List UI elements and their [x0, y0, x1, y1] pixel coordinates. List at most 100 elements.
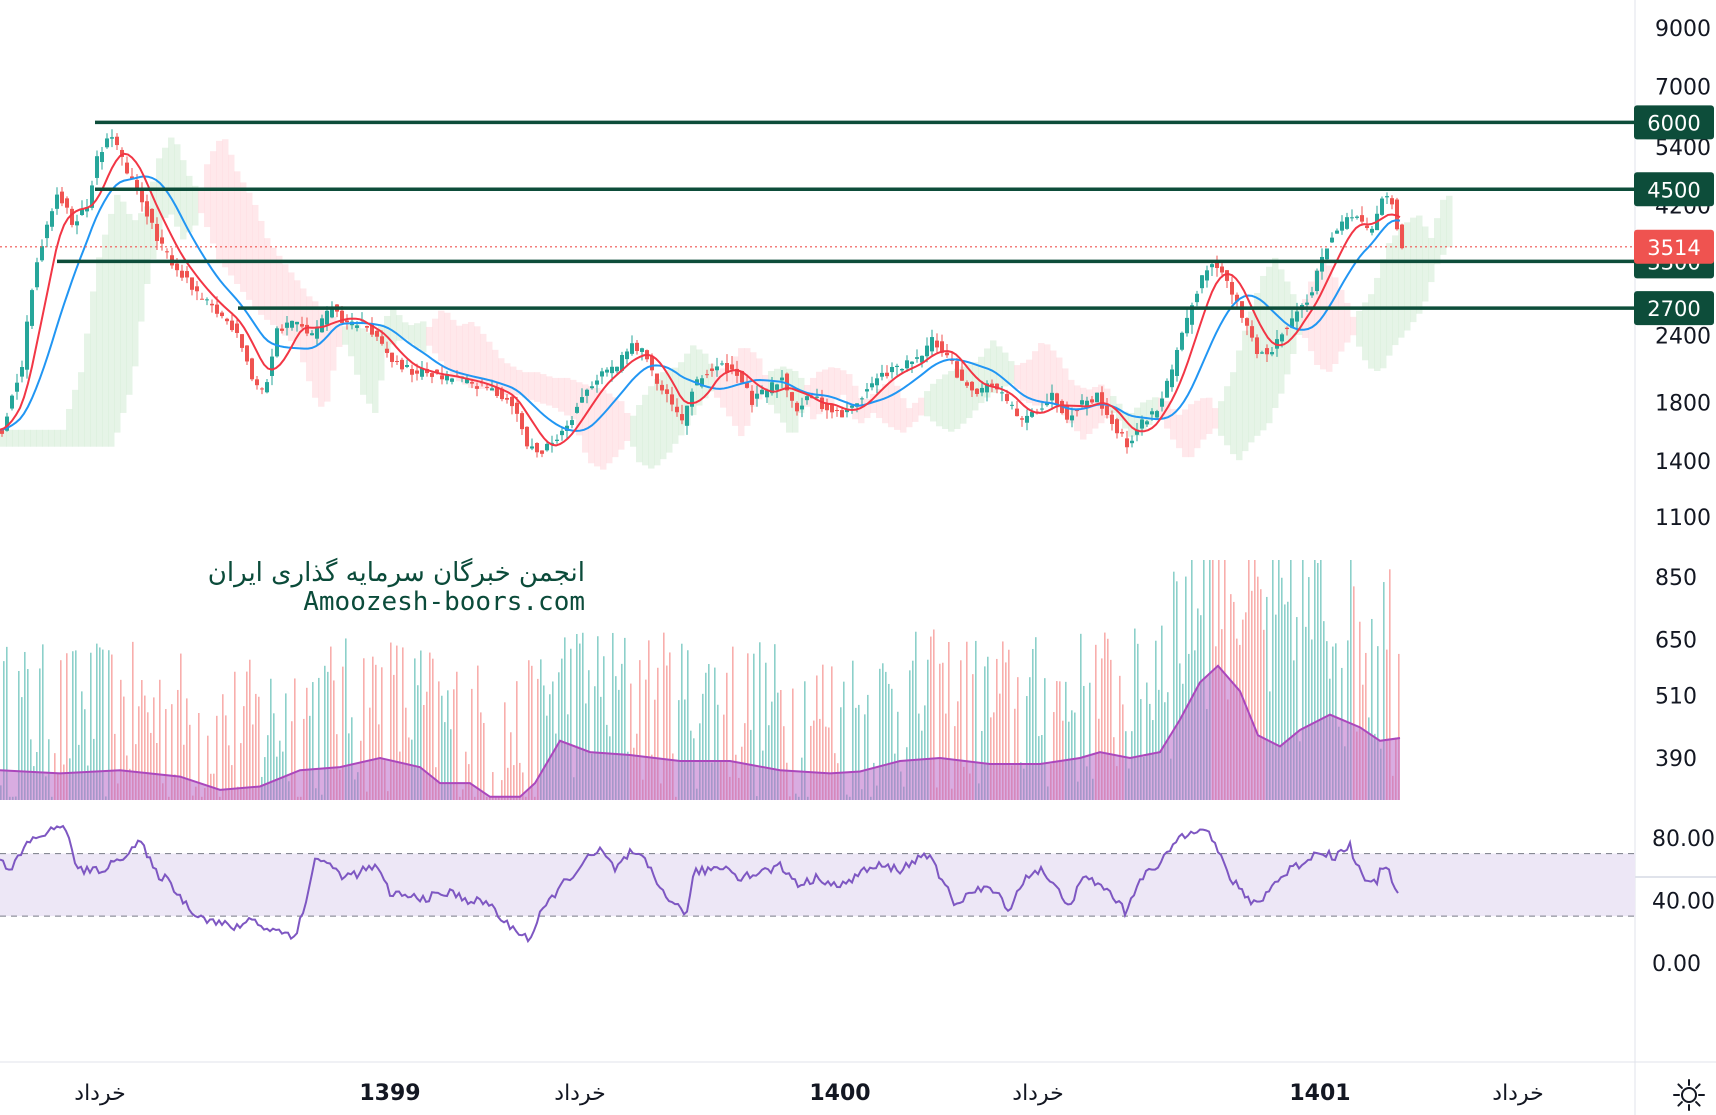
time-axis[interactable]: خرداد 1399 خرداد 1400 خرداد 1401 خرداد	[74, 1081, 1543, 1106]
volume-bar	[522, 772, 524, 800]
candle-body	[375, 330, 379, 337]
cloud-segment	[198, 190, 205, 214]
candle-body	[1155, 411, 1159, 418]
volume-bar	[558, 672, 560, 800]
cloud-segment	[1194, 400, 1201, 449]
volume-bar	[108, 650, 110, 800]
volume-bar	[231, 765, 233, 800]
candle-body	[785, 373, 789, 391]
candle-body	[530, 446, 534, 449]
cloud-segment	[60, 429, 67, 447]
volume-bar	[1014, 708, 1016, 800]
cloud-segment	[24, 429, 31, 447]
candle-body	[715, 366, 719, 371]
cloud-segment	[612, 397, 619, 458]
cloud-segment	[1002, 352, 1009, 387]
candle-body	[1080, 400, 1084, 405]
cloud-segment	[600, 389, 607, 470]
candle-body	[835, 410, 839, 412]
watermark-site: Amoozesh-boors.com	[303, 587, 585, 617]
candle-body	[355, 325, 359, 328]
candle-body	[1295, 311, 1299, 322]
candle-body	[405, 365, 409, 367]
candle-body	[470, 382, 474, 384]
rsi-axis[interactable]: 80.00 40.00 0.00	[1652, 827, 1715, 977]
volume-bar	[726, 672, 728, 800]
volume-bar	[714, 667, 716, 800]
cloud-segment	[1374, 277, 1381, 372]
volume-bar	[897, 711, 899, 800]
cloud-segment	[894, 385, 901, 430]
volume-bar	[579, 643, 581, 800]
settings-gear-icon[interactable]	[1672, 1078, 1706, 1112]
volume-bar	[72, 651, 74, 800]
cloud-segment	[1050, 350, 1057, 401]
volume-bar	[60, 660, 62, 800]
candle-body	[1015, 408, 1019, 417]
price-axis[interactable]: 9000700054004200240018001400110085065051…	[1655, 17, 1711, 772]
cloud-segment	[234, 171, 241, 285]
volume-bar	[441, 695, 443, 800]
volume-bar	[891, 688, 893, 800]
cloud-segment	[660, 372, 667, 460]
candle-body	[155, 223, 159, 242]
cloud-segment	[420, 321, 427, 353]
volume-bar	[453, 689, 455, 800]
cloud-segment	[1236, 350, 1243, 461]
volume-bar	[843, 681, 845, 800]
candle-body	[135, 179, 139, 189]
candle-body	[95, 156, 99, 178]
volume-bar	[615, 676, 617, 800]
cloud-segment	[1026, 359, 1033, 404]
cloud-segment	[630, 415, 637, 447]
cloud-segment	[1164, 401, 1171, 429]
cloud-segment	[960, 366, 967, 424]
cloud-segment	[972, 362, 979, 411]
candle-body	[745, 382, 749, 388]
candle-body	[630, 343, 634, 354]
candle-body	[805, 396, 809, 401]
cloud-segment	[336, 322, 343, 347]
cloud-segment	[1008, 361, 1015, 385]
volume-bar	[510, 732, 512, 800]
volume-bar	[1059, 681, 1061, 800]
cloud-segment	[636, 405, 643, 463]
volume-bar	[819, 718, 821, 800]
volume-bar	[81, 691, 83, 800]
candle-body	[1245, 318, 1249, 326]
volume-bar	[1122, 704, 1124, 800]
cloud-segment	[810, 377, 817, 420]
volume-bar	[426, 691, 428, 800]
candle-body	[725, 363, 729, 373]
cloud-segment	[684, 353, 691, 426]
volume-bar	[330, 646, 332, 800]
candle-body	[1230, 282, 1234, 295]
candle-body	[560, 430, 564, 436]
cloud-segment	[1308, 281, 1315, 352]
candle-body	[705, 374, 709, 376]
volume-bar	[90, 652, 92, 800]
cloud-segment	[864, 399, 871, 419]
cloud-segment	[1398, 227, 1405, 338]
price-axis-label: 1100	[1655, 506, 1711, 531]
candle-body	[1075, 409, 1079, 412]
candle-body	[395, 361, 399, 363]
volume-bar	[759, 642, 761, 800]
volume-bar	[402, 647, 404, 800]
candle-body	[1315, 270, 1319, 292]
cloud-segment	[486, 341, 493, 390]
candle-body	[1210, 264, 1214, 268]
volume-bar	[975, 640, 977, 800]
candle-body	[185, 271, 189, 278]
cloud-segment	[1356, 310, 1363, 347]
cloud-segment	[36, 429, 43, 447]
cloud-segment	[426, 326, 433, 346]
volume-bar	[531, 665, 533, 800]
volume-bar	[732, 646, 734, 800]
candle-body	[540, 450, 544, 454]
cloud-segment	[102, 234, 109, 447]
candle-body	[1290, 318, 1294, 328]
volume-bar	[171, 704, 173, 800]
volume-bar	[816, 675, 818, 800]
